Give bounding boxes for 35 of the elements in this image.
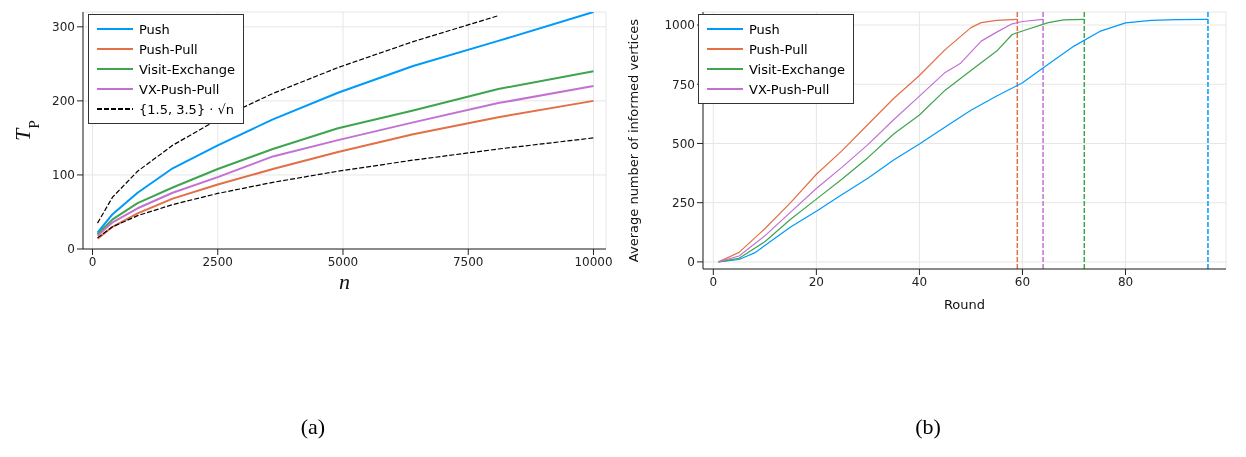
text: (b) (914, 414, 942, 440)
x-tick-label: 5000 (327, 254, 359, 269)
line-series (96, 12, 595, 234)
legend-label: VX-Push-Pull (139, 81, 220, 97)
y-tick-label: 500 (672, 136, 695, 151)
y-axis-title: Average number of informed vertices (626, 18, 641, 263)
y-tick-label: 100 (52, 168, 75, 183)
x-tick-label: 10000 (574, 254, 613, 269)
x-tick-label: 40 (911, 274, 928, 289)
legend-label: Visit-Exchange (139, 61, 235, 77)
x-tick-label: 0 (88, 254, 97, 269)
y-tick-label: 750 (672, 77, 695, 92)
y-tick-label: 250 (672, 195, 695, 210)
x-tick-label: 80 (1117, 274, 1134, 289)
legend-label: Push-Pull (139, 41, 198, 57)
legend-label: Visit-Exchange (749, 61, 845, 77)
x-tick-label: 2500 (202, 254, 234, 269)
legend-label: Push (139, 21, 170, 37)
y-tick-label: 1000 (664, 18, 695, 33)
text: (a) (299, 414, 327, 440)
legend-label: Push-Pull (749, 41, 808, 57)
y-tick-label: 200 (52, 94, 75, 109)
x-axis-title: Round (943, 297, 986, 312)
x-tick-label: 20 (808, 274, 824, 289)
x-tick-label: 7500 (452, 254, 484, 269)
legend-label: Push (749, 21, 780, 37)
legend-label: VX-Push-Pull (749, 81, 830, 97)
y-tick-label: 0 (67, 242, 75, 257)
x-tick-label: 60 (1014, 274, 1031, 289)
line-series (96, 15, 499, 224)
y-tick-label: 300 (52, 20, 75, 35)
x-tick-label: 0 (709, 274, 718, 289)
x-axis-title: n (339, 269, 350, 294)
legend-label: {1.5, 3.5} · √n (139, 101, 235, 117)
line-series (96, 137, 595, 239)
